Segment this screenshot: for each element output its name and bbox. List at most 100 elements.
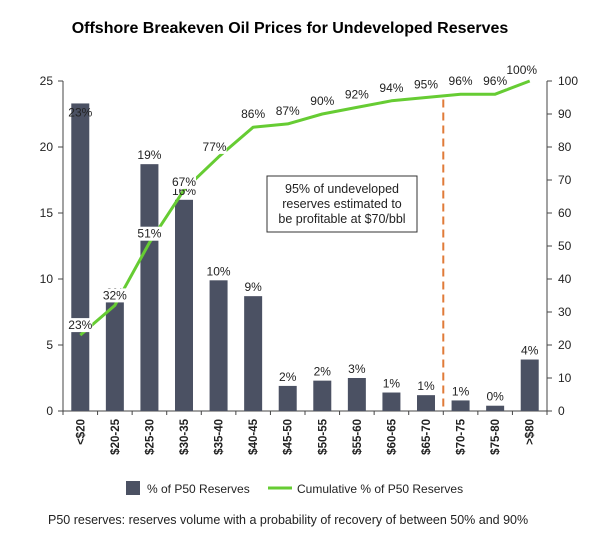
line-value-label: 96% <box>483 74 507 88</box>
annotation-line: 95% of undeveloped <box>285 182 399 196</box>
left-tick-label: 20 <box>40 140 54 154</box>
right-tick-label: 60 <box>558 206 572 220</box>
bar <box>244 296 263 411</box>
legend-bar-swatch <box>126 481 140 495</box>
bar <box>347 378 366 411</box>
line-value-label: 67% <box>172 175 196 189</box>
x-tick-label: $60-65 <box>386 418 398 454</box>
x-tick-label: $30-35 <box>179 418 191 454</box>
line-value-label: 95% <box>414 78 438 92</box>
line-label-bg <box>137 226 162 241</box>
x-tick-label: $20-25 <box>110 418 122 454</box>
line-label-bg <box>448 74 473 89</box>
right-tick-label: 40 <box>558 272 572 286</box>
bar-value-label: 0% <box>486 390 504 404</box>
line-label-bg <box>414 77 438 92</box>
right-tick-label: 50 <box>558 239 572 253</box>
x-tick-label: $45-50 <box>283 419 295 455</box>
right-tick-label: 80 <box>558 140 572 154</box>
left-tick-label: 5 <box>46 338 53 352</box>
right-tick-label: 20 <box>558 338 572 352</box>
bar <box>175 199 193 411</box>
bar-value-label: 1% <box>452 384 470 398</box>
line-label-bg <box>483 74 508 89</box>
left-tick-label: 15 <box>40 206 54 220</box>
right-tick-label: 30 <box>558 305 572 319</box>
x-tick-label: $75-80 <box>490 419 502 455</box>
bar <box>520 359 539 411</box>
legend: % of P50 Reserves Cumulative % of P50 Res… <box>126 481 463 496</box>
x-tick-label: $25-30 <box>144 419 156 455</box>
left-tick-label: 10 <box>40 272 54 286</box>
x-tick-label: $55-60 <box>352 419 364 455</box>
right-tick-label: 70 <box>558 173 572 187</box>
bar <box>486 405 505 411</box>
chart-title: Offshore Breakeven Oil Prices for Undeve… <box>72 20 509 37</box>
left-tick-label: 0 <box>46 404 53 418</box>
line-label-bg <box>310 94 335 108</box>
line-value-label: 100% <box>506 63 537 77</box>
line-label-bg <box>379 80 404 95</box>
bar-value-label: 23% <box>68 105 92 119</box>
right-tick-label: 90 <box>558 107 572 121</box>
bar-value-label: 2% <box>314 365 332 379</box>
bar-value-label: 2% <box>279 370 297 384</box>
left-tick-label: 25 <box>40 74 54 88</box>
bar <box>313 380 332 411</box>
bar <box>71 103 90 411</box>
axes: 0 5 10 15 20 25 0 10 20 30 40 50 60 70 80 90 100 <$20 $20-… <box>40 74 579 455</box>
bar <box>209 280 228 411</box>
line-label-bg <box>241 107 266 122</box>
line-label-bg <box>68 318 93 333</box>
footnote: P50 reserves: reserves volume with a pro… <box>48 513 528 527</box>
annotation-line: be profitable at $70/bbl <box>278 212 405 226</box>
line-value-label: 51% <box>137 227 161 241</box>
x-tick-label: $70-75 <box>456 418 468 454</box>
bar-value-label: 1% <box>383 377 401 391</box>
x-tick-label: $65-70 <box>421 419 433 455</box>
line-value-label: 23% <box>68 318 92 332</box>
x-tick-label: <$20 <box>75 419 87 445</box>
bar <box>417 395 435 411</box>
line-label-bg <box>202 139 227 154</box>
bar <box>278 385 297 411</box>
line-value-label: 77% <box>203 140 227 154</box>
bar <box>105 301 124 411</box>
x-tick-label: $40-45 <box>248 418 260 454</box>
data-labels: 23%9%19%16%10%9%2%2%3%1%1%1%0%4%23%32%51… <box>68 63 539 404</box>
x-tick-label: $35-40 <box>214 419 226 455</box>
annotation-line: reserves estimated to <box>282 197 402 211</box>
line-label-bg <box>344 87 369 102</box>
line-value-label: 90% <box>310 94 334 108</box>
bar-value-label: 9% <box>244 280 262 294</box>
bar <box>140 164 159 411</box>
right-tick-label: 100 <box>558 74 578 88</box>
line-value-label: 94% <box>379 81 403 95</box>
line-label-bg <box>102 288 127 303</box>
bar-value-label: 4% <box>521 344 539 358</box>
x-tick-label: $50-55 <box>317 418 329 454</box>
line-label-bg <box>509 63 534 77</box>
bar-value-label: 19% <box>137 148 161 162</box>
annotation-frame <box>266 175 418 233</box>
bar-value-label: 10% <box>207 264 231 278</box>
bar-value-label: 3% <box>348 362 366 376</box>
right-tick-label: 0 <box>558 404 565 418</box>
x-tick-label: >$80 <box>525 419 537 445</box>
line-label-bg <box>172 174 196 189</box>
line-value-label: 32% <box>103 288 127 302</box>
bar <box>382 392 401 411</box>
line-label-bg <box>275 103 300 118</box>
line-value-label: 86% <box>241 107 265 121</box>
right-tick-label: 10 <box>558 371 572 385</box>
bar-value-label: 1% <box>417 379 435 393</box>
line-value-label: 96% <box>449 74 473 88</box>
bar <box>451 400 470 411</box>
legend-line-label: Cumulative % of P50 Reserves <box>297 482 463 496</box>
bar-series <box>71 103 539 411</box>
line-value-label: 87% <box>276 104 300 118</box>
line-value-label: 92% <box>345 87 369 101</box>
legend-bar-label: % of P50 Reserves <box>147 482 250 496</box>
